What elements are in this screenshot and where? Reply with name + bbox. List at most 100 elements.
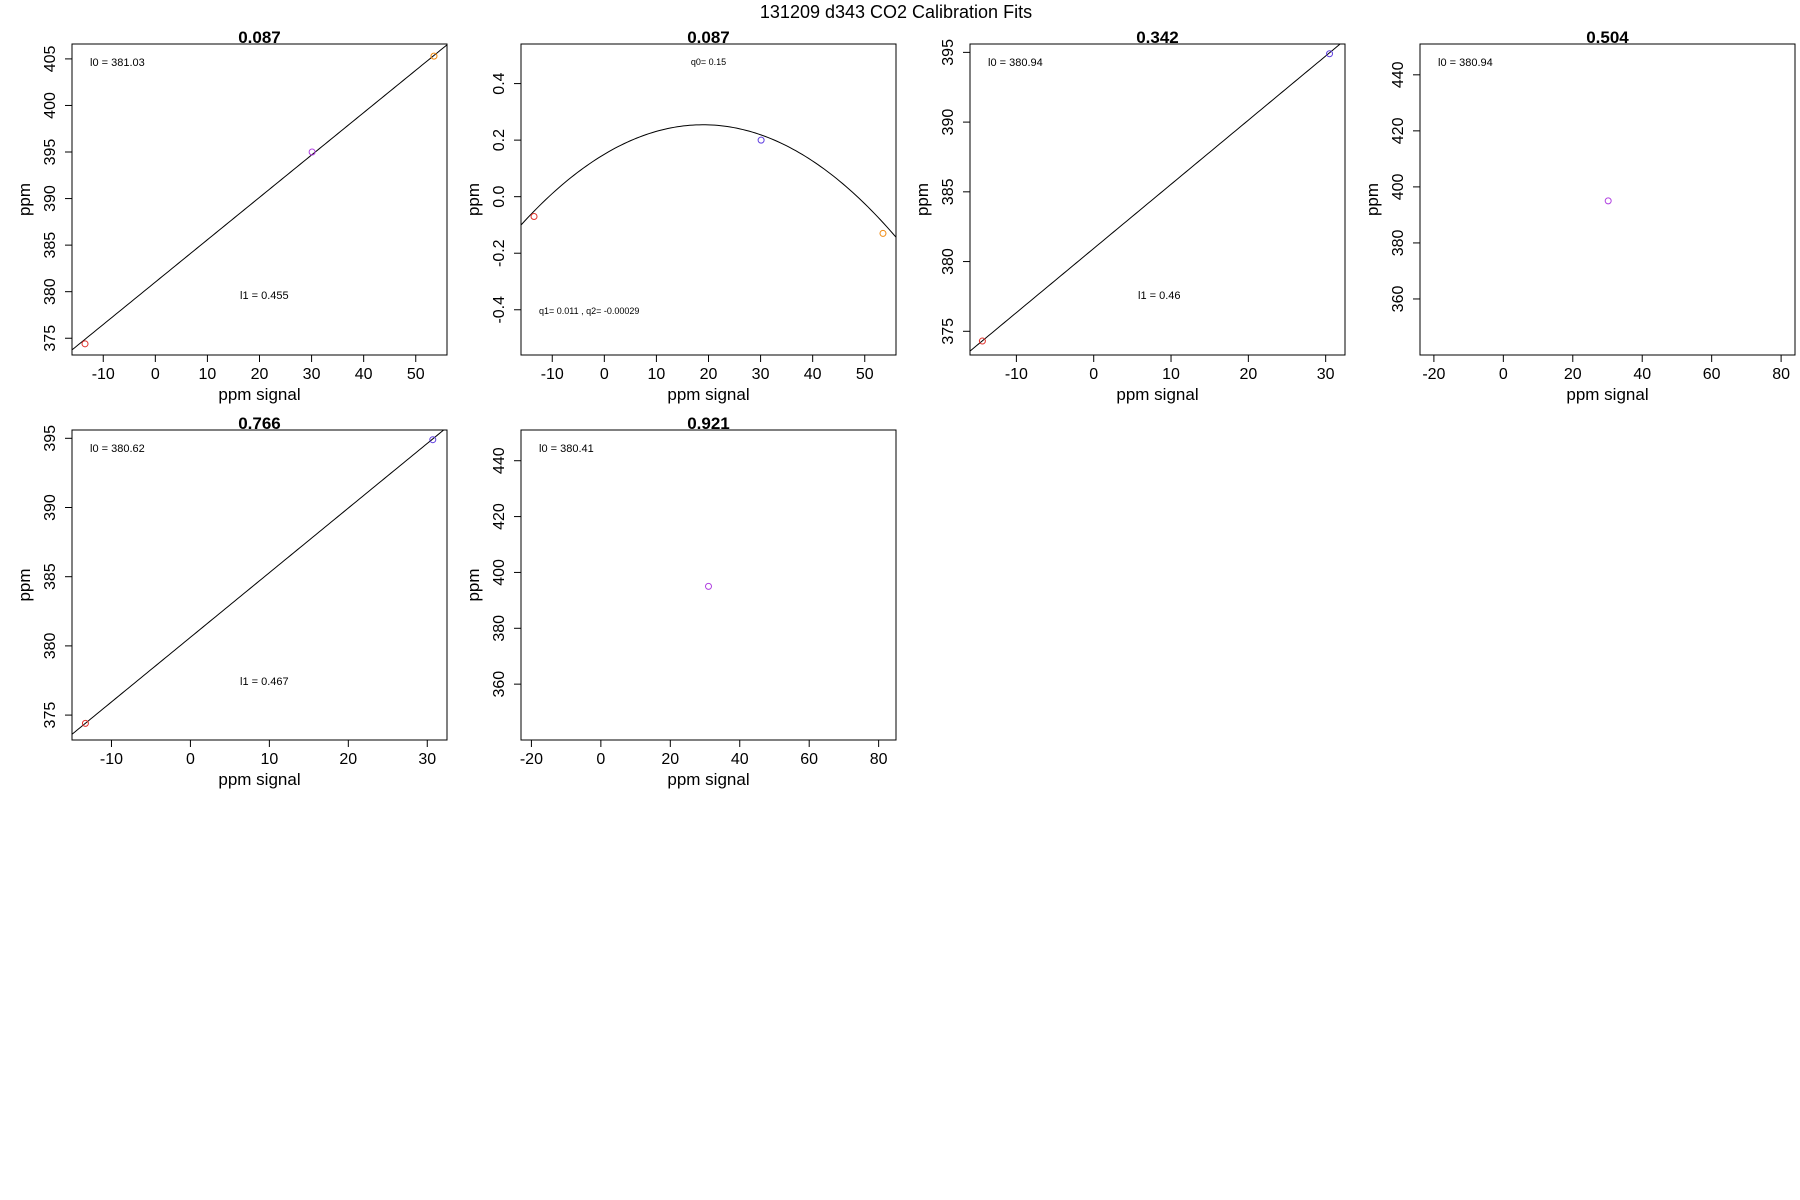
y-axis: 360 380 400 420 440 ppm: [1363, 61, 1421, 312]
x-tick-label: 30: [752, 366, 770, 383]
x-tick-label: -20: [1422, 366, 1445, 383]
x-tick-label: 0: [596, 751, 605, 768]
x-tick-label: 30: [418, 751, 436, 768]
fit-line: [72, 430, 445, 735]
x-tick-label: 30: [1317, 366, 1335, 383]
x-tick-label: 20: [661, 751, 679, 768]
y-tick-label: 375: [940, 318, 957, 345]
x-tick-label: -10: [541, 366, 564, 383]
y-tick-label: 385: [42, 563, 59, 590]
plot-frame: [1419, 43, 1796, 356]
y-tick-label: 360: [491, 671, 508, 698]
y-tick-label: 395: [42, 139, 59, 166]
y-tick-label: 380: [491, 615, 508, 642]
data-point: [978, 337, 986, 345]
x-axis-label: ppm signal: [667, 770, 749, 789]
y-axis-label: ppm: [913, 183, 932, 216]
y-tick-label: 395: [940, 39, 957, 66]
plot-frame: [969, 43, 1346, 356]
data-point: [81, 340, 89, 348]
x-tick-label: 0: [1499, 366, 1508, 383]
x-axis-label: ppm signal: [1116, 385, 1198, 404]
fit-annotation: l0 = 380.94: [988, 57, 1043, 69]
y-axis: 375 380 385 390 395 ppm: [15, 425, 73, 729]
x-tick-label: 50: [407, 366, 425, 383]
y-axis: -0.4 -0.2 0.0 0.2 0.4 ppm: [464, 72, 522, 324]
x-axis-label: ppm signal: [218, 385, 300, 404]
x-tick-label: 20: [1239, 366, 1257, 383]
panel-p5: 0.766 -10 0 10 20 30 ppm signal 375 380 385 390 395…: [15, 414, 448, 789]
panel-title: 0.766: [238, 414, 281, 433]
x-tick-label: 0: [151, 366, 160, 383]
x-tick-label: 80: [870, 751, 888, 768]
x-axis-label: ppm signal: [218, 770, 300, 789]
x-tick-label: -10: [1005, 366, 1028, 383]
y-tick-label: 380: [42, 278, 59, 305]
fit-line: [521, 124, 896, 238]
x-axis: -10 0 10 20 30 ppm signal: [1005, 354, 1335, 404]
y-tick-label: 405: [42, 45, 59, 72]
fit-annotation: q1= 0.011 , q2= -0.00029: [539, 306, 639, 316]
y-tick-label: 390: [42, 185, 59, 212]
x-axis: -10 0 10 20 30 ppm signal: [100, 739, 436, 789]
data-point: [430, 52, 438, 60]
y-tick-label: 380: [1390, 229, 1407, 256]
x-tick-label: 10: [199, 366, 217, 383]
x-tick-label: 20: [1564, 366, 1582, 383]
y-tick-label: 390: [940, 109, 957, 136]
y-tick-label: 400: [491, 559, 508, 586]
y-axis: 375 380 385 390 395 400 405 ppm: [15, 45, 73, 352]
x-tick-label: 10: [260, 751, 278, 768]
x-axis: -20 0 20 40 60 80 ppm signal: [1422, 354, 1790, 404]
y-axis-label: ppm: [1363, 183, 1382, 216]
x-tick-label: 20: [339, 751, 357, 768]
fit-annotation: l1 = 0.46: [1138, 290, 1181, 302]
x-tick-label: -10: [92, 366, 115, 383]
y-tick-label: 380: [940, 248, 957, 275]
y-tick-label: 375: [42, 702, 59, 729]
y-tick-label: 380: [42, 632, 59, 659]
figure-title: 131209 d343 CO2 Calibration Fits: [760, 2, 1032, 22]
data-point: [308, 148, 316, 156]
x-tick-label: -20: [520, 751, 543, 768]
y-tick-label: 385: [940, 178, 957, 205]
data-point: [1326, 50, 1334, 58]
fit-annotation: l0 = 380.94: [1438, 57, 1493, 69]
x-tick-label: 80: [1772, 366, 1790, 383]
x-tick-label: 60: [1703, 366, 1721, 383]
data-point: [81, 719, 89, 727]
y-axis-label: ppm: [15, 183, 34, 216]
x-tick-label: 20: [251, 366, 269, 383]
x-tick-label: 20: [700, 366, 718, 383]
x-axis: -10 0 10 20 30 40 50 ppm signal: [92, 354, 425, 404]
panel-title: 0.504: [1586, 28, 1629, 47]
fit-annotation: l0 = 380.41: [539, 443, 594, 455]
x-axis: -20 0 20 40 60 80 ppm signal: [520, 739, 888, 789]
data-point: [1604, 197, 1612, 205]
y-tick-label: 440: [491, 447, 508, 474]
data-point: [879, 229, 887, 237]
panel-p3: 0.342 -10 0 10 20 30 ppm signal 375 380 385 390 395…: [913, 28, 1346, 404]
y-tick-label: 385: [42, 232, 59, 259]
y-tick-label: 420: [1390, 117, 1407, 144]
y-tick-label: 0.0: [491, 185, 508, 207]
panel-p1: 0.087 -10 0 10 20 30 40 50 ppm signal 375 380 385 39…: [15, 28, 448, 404]
fit-annotation: l0 = 380.62: [90, 443, 145, 455]
x-tick-label: 0: [186, 751, 195, 768]
y-axis-label: ppm: [464, 568, 483, 601]
panel-p4: 0.504 -20 0 20 40 60 80 ppm signal 360 380 400 420 4…: [1363, 28, 1796, 404]
x-tick-label: 30: [303, 366, 321, 383]
plot-frame: [520, 429, 897, 741]
x-tick-label: 10: [1162, 366, 1180, 383]
y-axis: 375 380 385 390 395 ppm: [913, 39, 971, 345]
y-tick-label: 395: [42, 425, 59, 452]
y-tick-label: 440: [1390, 61, 1407, 88]
data-point: [429, 436, 437, 444]
fit-annotation: l1 = 0.467: [240, 676, 289, 688]
fit-line: [970, 44, 1341, 352]
x-axis: -10 0 10 20 30 40 50 ppm signal: [541, 354, 874, 404]
y-tick-label: 0.4: [491, 72, 508, 94]
data-point: [530, 212, 538, 220]
